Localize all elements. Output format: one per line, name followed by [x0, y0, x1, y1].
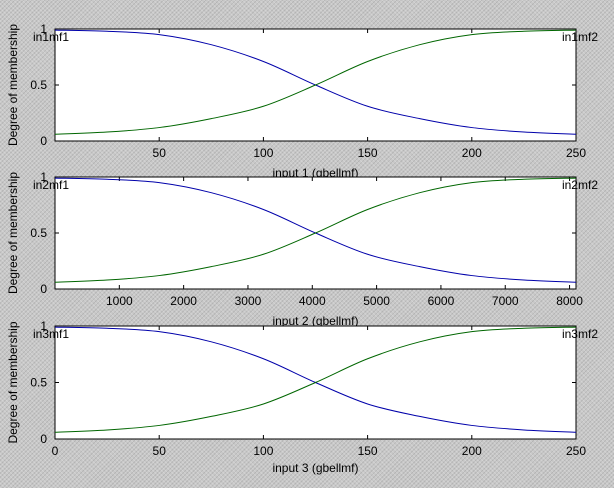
x-tick-label: 8000	[556, 294, 583, 308]
x-tick-label: 200	[462, 444, 482, 458]
x-tick-label: 250	[566, 444, 586, 458]
mf-label-right: in1mf2	[562, 30, 598, 44]
x-axis-label: input 2 (gbellmf)	[272, 314, 358, 328]
y-tick-label: 1	[40, 22, 47, 36]
y-tick-label: 0	[40, 282, 47, 296]
mf-label-left: in1mf1	[33, 30, 69, 44]
y-tick-label: 1	[40, 170, 47, 184]
y-tick-label: 0	[40, 432, 47, 446]
x-axis-label: input 3 (gbellmf)	[272, 461, 358, 475]
x-tick-label: 200	[462, 146, 482, 160]
y-tick-label: 0.5	[30, 376, 47, 390]
x-tick-label: 1000	[106, 294, 133, 308]
x-tick-label: 250	[566, 146, 586, 160]
series-line-in3mf2	[54, 326, 577, 433]
y-axis-label: Degree of membership	[6, 172, 20, 294]
x-tick-label: 150	[358, 444, 378, 458]
x-tick-label: 0	[52, 444, 59, 458]
y-tick-label: 0.5	[30, 78, 47, 92]
y-axis-label: Degree of membership	[6, 24, 20, 146]
x-tick-label: 5000	[363, 294, 390, 308]
y-axis-label: Degree of membership	[6, 321, 20, 443]
y-tick-label: 0.5	[30, 226, 47, 240]
x-tick-label: 4000	[299, 294, 326, 308]
x-tick-label: 100	[253, 444, 273, 458]
x-tick-label: 3000	[235, 294, 262, 308]
mf-label-left: in2mf1	[33, 178, 69, 192]
x-tick-label: 2000	[170, 294, 197, 308]
mf-label-right: in3mf2	[562, 327, 598, 341]
mf-label-left: in3mf1	[33, 327, 69, 341]
x-tick-label: 150	[358, 146, 378, 160]
x-tick-label: 100	[253, 146, 273, 160]
series-line-in1mf2	[54, 29, 577, 135]
x-tick-label: 7000	[492, 294, 519, 308]
subplot-3: 0 0.5 1 0 50 100 150 200 250 in3mf1 in3mf2 input 3 …	[6, 319, 598, 475]
y-tick-label: 1	[40, 319, 47, 333]
y-tick-label: 0	[40, 134, 47, 148]
series-line-in2mf2	[54, 177, 577, 283]
x-tick-label: 6000	[428, 294, 455, 308]
subplot-2: 0 0.5 1 1000 2000 3000 4000 5000 6000 7000 8000 in2…	[6, 170, 598, 328]
x-tick-label: 50	[153, 146, 167, 160]
mf-label-right: in2mf2	[562, 178, 598, 192]
x-tick-label: 50	[153, 444, 167, 458]
